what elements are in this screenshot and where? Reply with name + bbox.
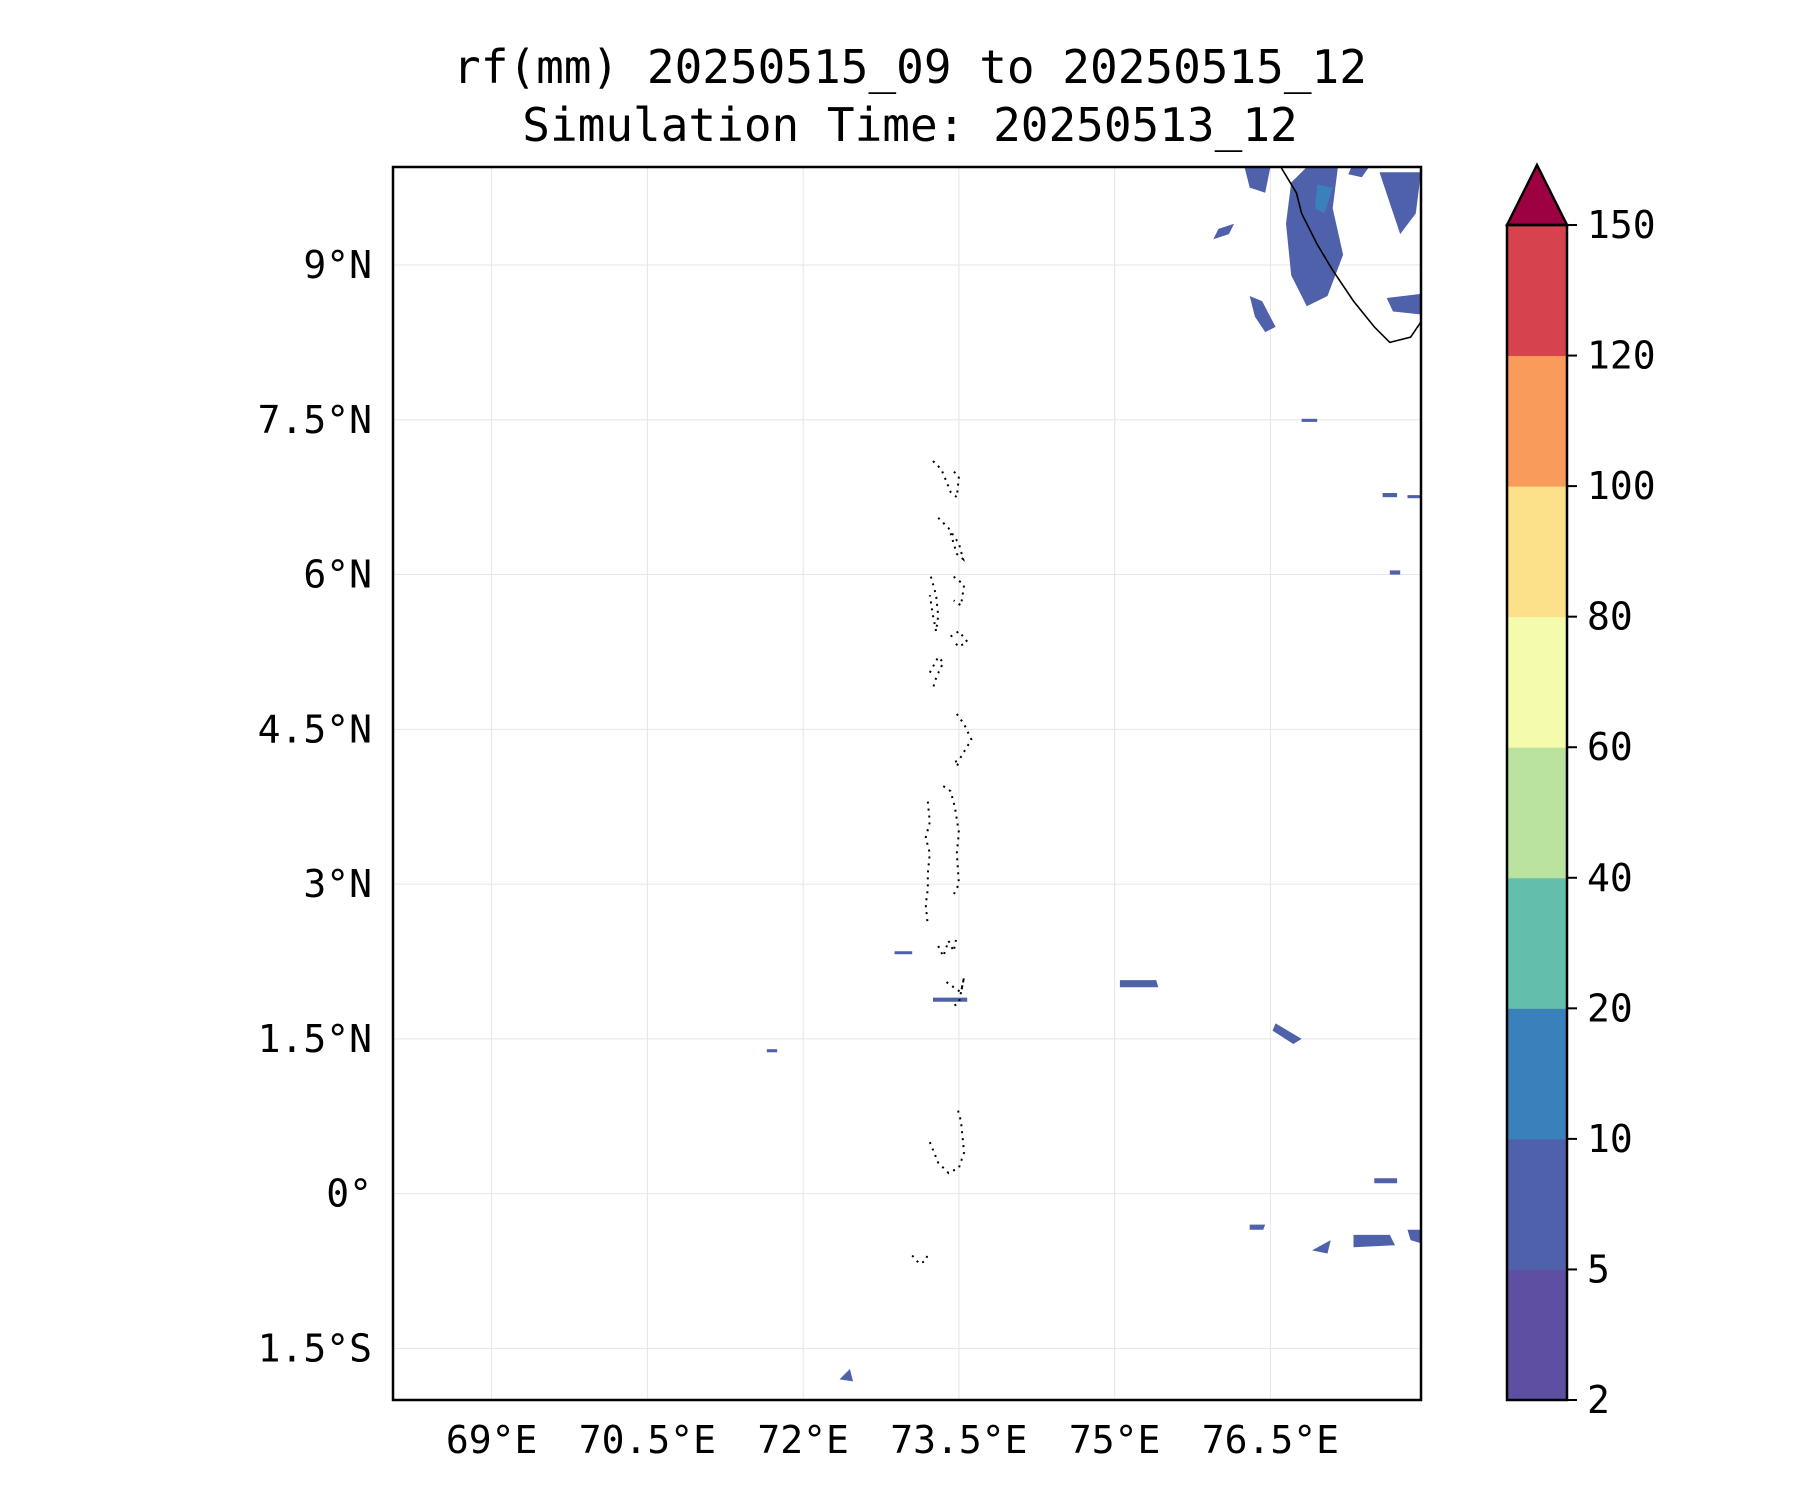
colorbar-segment — [1507, 355, 1567, 487]
rain-area — [1386, 293, 1421, 315]
rain-area — [1379, 172, 1421, 235]
colorbar-tick-label: 10 — [1587, 1117, 1633, 1161]
atoll-outline — [924, 801, 931, 926]
lon-tick-label: 75°E — [1069, 1418, 1161, 1462]
colorbar-segment — [1507, 225, 1567, 357]
maldives-islands — [911, 460, 973, 1266]
colorbar-tick-label: 80 — [1587, 595, 1633, 639]
lat-tick-label: 4.5°N — [258, 707, 372, 751]
lat-tick-label: 3°N — [303, 862, 372, 906]
lon-tick-label: 76.5°E — [1202, 1418, 1339, 1462]
colorbar-segment — [1507, 877, 1567, 1009]
rain-area — [1249, 1224, 1266, 1230]
colorbar-extend-arrow — [1504, 162, 1570, 227]
rain-area — [1272, 1023, 1302, 1044]
rain-area — [1353, 1234, 1395, 1248]
colorbar-segment — [1507, 1138, 1567, 1270]
rain-area — [1312, 1240, 1331, 1254]
colorbar-tick-label: 20 — [1587, 986, 1633, 1030]
atoll-outline — [932, 460, 960, 500]
gridlines — [393, 167, 1421, 1400]
atoll-outline — [937, 935, 958, 959]
colorbar-tick-label: 100 — [1587, 464, 1656, 508]
rain-area — [1348, 167, 1370, 178]
lat-tick-label: 1.5°S — [258, 1326, 372, 1370]
colorbar-segment — [1507, 747, 1567, 879]
rain-area — [1301, 418, 1318, 422]
rain-area — [1249, 296, 1276, 333]
rain-area — [1213, 223, 1235, 240]
colorbar-tick-label: 2 — [1587, 1378, 1610, 1422]
rain-area — [1407, 1229, 1421, 1244]
colorbar-tick-label: 40 — [1587, 856, 1633, 900]
rain-area — [1315, 184, 1333, 214]
rainfall-contours — [766, 167, 1421, 1382]
india-coastline — [1280, 167, 1421, 344]
title-line-1: rf(mm) 20250515_09 to 20250515_12 — [453, 40, 1367, 94]
colorbar-segment — [1507, 1269, 1567, 1401]
colorbar-frame — [1505, 223, 1569, 1402]
latitude-tick-labels: 9°N 7.5°N 6°N 4.5°N 3°N 1.5°N 0° 1.5°S — [258, 243, 372, 1370]
rain-area — [1119, 980, 1159, 988]
rain-area — [1382, 493, 1398, 498]
colorbar-segment — [1507, 486, 1567, 618]
lon-tick-label: 73.5°E — [890, 1418, 1027, 1462]
atoll-outline — [945, 976, 966, 1009]
lat-tick-label: 0° — [326, 1172, 372, 1216]
rain-area — [766, 1049, 778, 1053]
lat-tick-label: 6°N — [303, 553, 372, 597]
colorbar-segment — [1507, 616, 1567, 748]
rain-area — [839, 1369, 853, 1382]
rain-area — [1389, 570, 1401, 575]
rain-area — [1374, 1178, 1398, 1184]
rain-area — [1407, 495, 1421, 499]
colorbar-tick-label: 5 — [1587, 1247, 1610, 1291]
lon-tick-label: 70.5°E — [579, 1418, 716, 1462]
longitude-tick-labels: 69°E 70.5°E 72°E 73.5°E 75°E 76.5°E — [446, 1418, 1339, 1462]
lat-tick-label: 1.5°N — [258, 1017, 372, 1061]
coastline-path — [1280, 167, 1421, 344]
lat-tick-label: 9°N — [303, 243, 372, 287]
atoll-outline — [928, 655, 945, 689]
rain-area — [933, 997, 968, 1002]
map-title: rf(mm) 20250515_09 to 20250515_12 Simula… — [390, 38, 1430, 154]
atoll-outline — [911, 1253, 929, 1266]
lon-tick-label: 72°E — [757, 1418, 849, 1462]
plot-frame — [391, 165, 1423, 1402]
atoll-outline — [928, 1105, 966, 1175]
lat-tick-label: 7.5°N — [258, 398, 372, 442]
atoll-outline — [942, 785, 960, 895]
lon-tick-label: 69°E — [446, 1418, 538, 1462]
colorbar-tick-label: 150 — [1587, 203, 1656, 247]
rain-area — [1286, 167, 1344, 307]
atoll-outline — [950, 629, 969, 649]
rain-area — [1244, 167, 1271, 193]
colorbar-tick-label: 120 — [1587, 334, 1656, 378]
atoll-outline — [928, 576, 940, 632]
rain-area — [894, 951, 913, 955]
colorbar-tick-label: 60 — [1587, 725, 1633, 769]
title-line-2: Simulation Time: 20250513_12 — [522, 98, 1298, 152]
colorbar-segment — [1507, 1008, 1567, 1140]
atoll-outline — [951, 713, 973, 767]
colorbar: 2 5 10 20 40 60 80 100 120 150 — [1504, 162, 1656, 1422]
